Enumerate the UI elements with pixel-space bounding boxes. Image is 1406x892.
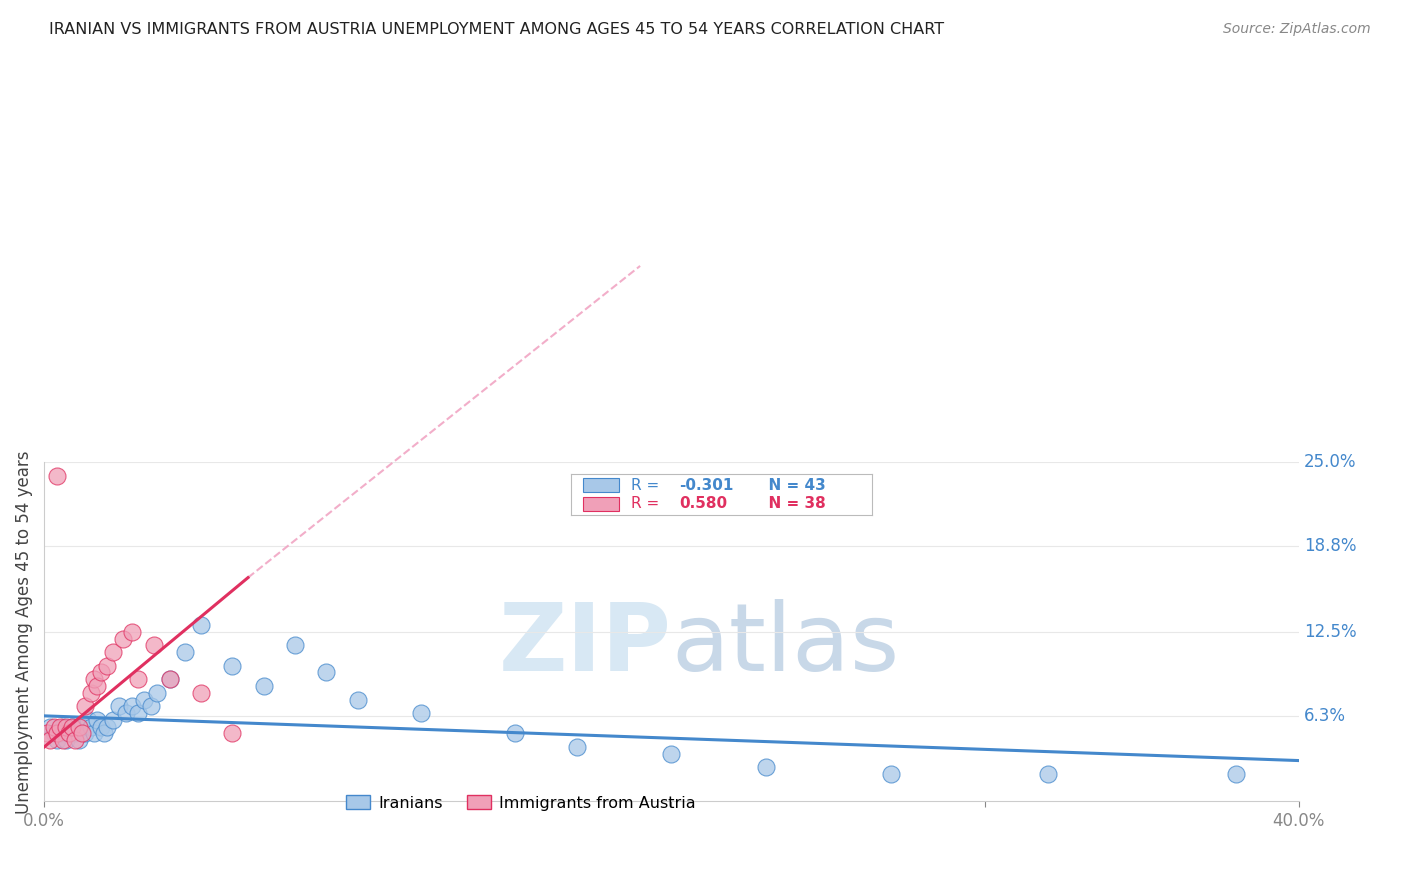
Point [880, 767, 903, 781]
Point [190, 618, 212, 632]
Point [45, 469, 67, 483]
Text: IRANIAN VS IMMIGRANTS FROM AUSTRIA UNEMPLOYMENT AMONG AGES 45 TO 54 YEARS CORREL: IRANIAN VS IMMIGRANTS FROM AUSTRIA UNEMP… [49, 22, 945, 37]
Point [111, 632, 134, 646]
Point [127, 706, 149, 720]
Point [65, 733, 87, 747]
Point [114, 706, 136, 720]
Point [73, 699, 96, 714]
Point [73, 726, 96, 740]
Point [221, 726, 243, 740]
Point [65, 726, 87, 740]
Point [86, 679, 108, 693]
Point [60, 720, 83, 734]
Point [80, 720, 103, 734]
Point [1225, 767, 1247, 781]
Point [60, 720, 83, 734]
Text: atlas: atlas [672, 599, 900, 691]
Point [101, 645, 124, 659]
Point [755, 760, 778, 774]
Point [134, 692, 156, 706]
Point [221, 658, 243, 673]
Point [42, 720, 65, 734]
Point [45, 733, 67, 747]
Point [55, 733, 77, 747]
Point [346, 692, 368, 706]
Point [121, 624, 143, 639]
Point [284, 639, 307, 653]
Point [108, 699, 131, 714]
Point [253, 679, 276, 693]
Point [39, 733, 62, 747]
Y-axis label: Unemployment Among Ages 45 to 54 years: Unemployment Among Ages 45 to 54 years [15, 450, 32, 814]
Point [174, 645, 197, 659]
Point [39, 720, 62, 734]
Text: Source: ZipAtlas.com: Source: ZipAtlas.com [1223, 22, 1371, 37]
Point [159, 673, 181, 687]
Point [139, 699, 162, 714]
Point [80, 686, 103, 700]
Point [1036, 767, 1059, 781]
Text: 12.5%: 12.5% [1303, 623, 1357, 640]
Point [96, 720, 118, 734]
Point [86, 713, 108, 727]
Text: ZIP: ZIP [499, 599, 672, 691]
Text: 18.8%: 18.8% [1303, 538, 1357, 556]
Point [70, 726, 93, 740]
Point [37, 726, 59, 740]
Point [58, 726, 80, 740]
Point [49, 720, 72, 734]
Point [67, 720, 90, 734]
Point [42, 726, 65, 740]
Point [159, 673, 181, 687]
Point [567, 739, 589, 754]
Point [146, 686, 169, 700]
Point [55, 720, 77, 734]
Point [90, 720, 112, 734]
Point [83, 726, 105, 740]
Point [58, 726, 80, 740]
Point [96, 658, 118, 673]
Text: 6.3%: 6.3% [1303, 706, 1346, 725]
Point [142, 639, 165, 653]
Point [121, 699, 143, 714]
Point [49, 726, 72, 740]
Point [93, 726, 115, 740]
Point [661, 747, 683, 761]
Point [90, 665, 112, 680]
Point [127, 673, 149, 687]
Point [315, 665, 337, 680]
Point [101, 713, 124, 727]
Point [77, 713, 100, 727]
Point [190, 686, 212, 700]
Legend: Iranians, Immigrants from Austria: Iranians, Immigrants from Austria [340, 789, 702, 817]
Point [409, 706, 432, 720]
Point [70, 720, 93, 734]
Point [52, 720, 75, 734]
Point [503, 726, 526, 740]
Point [83, 673, 105, 687]
Point [45, 726, 67, 740]
Point [67, 733, 90, 747]
Point [52, 733, 75, 747]
Text: 25.0%: 25.0% [1303, 453, 1357, 472]
